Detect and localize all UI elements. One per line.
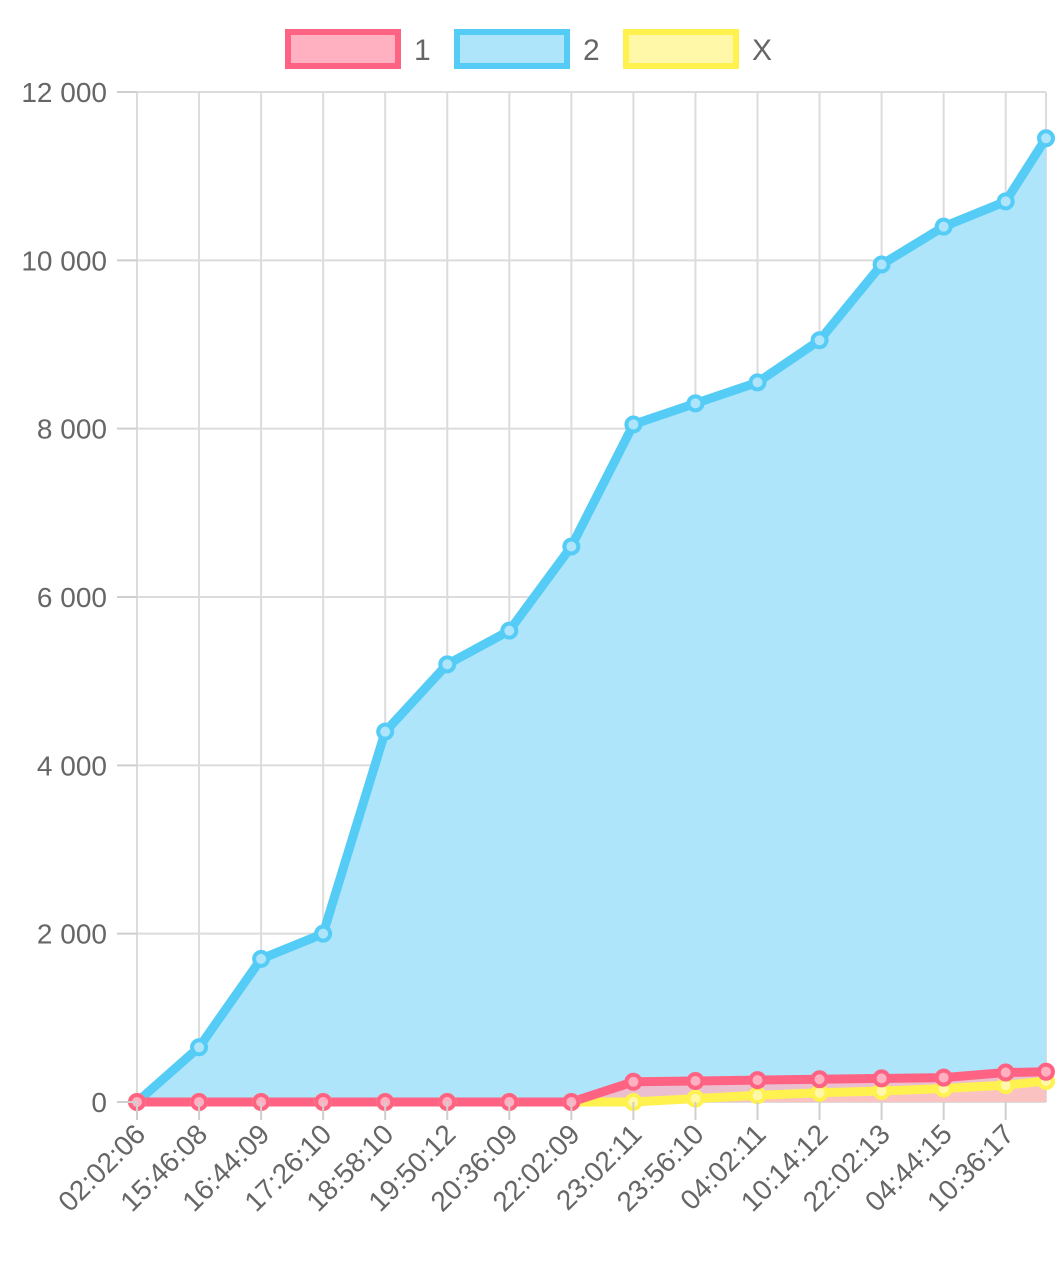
- series-2-point: [996, 192, 1015, 211]
- series-2-point: [500, 621, 519, 640]
- series-2-point: [872, 255, 891, 274]
- series-2-point: [686, 394, 705, 413]
- series-2-point: [810, 331, 829, 350]
- y-tick-label: 0: [91, 1087, 107, 1118]
- series-2-point: [562, 537, 581, 556]
- series-1-point: [624, 1072, 643, 1091]
- series-2-point: [1037, 129, 1055, 148]
- x-axis: 02:02:0615:46:0816:44:0917:26:1018:58:10…: [52, 1102, 1020, 1217]
- series-X-point: [748, 1086, 767, 1105]
- series-2-point: [376, 722, 395, 741]
- series-2-point: [934, 217, 953, 236]
- y-tick-label: 12 000: [21, 77, 107, 108]
- legend-label-2: 2: [583, 34, 600, 67]
- series-1-point: [686, 1071, 705, 1090]
- legend-swatch-2: [454, 29, 570, 69]
- y-tick-label: 4 000: [37, 750, 107, 781]
- legend-label-X: X: [752, 34, 772, 67]
- y-tick-label: 10 000: [21, 245, 107, 276]
- legend-item-1: 1: [285, 29, 431, 69]
- series-2-point: [748, 373, 767, 392]
- series-2-point: [624, 415, 643, 434]
- series-2-area: [137, 138, 1046, 1102]
- y-tick-label: 8 000: [37, 414, 107, 445]
- legend-swatch-1: [285, 29, 401, 69]
- series-1-line: [132, 1067, 1051, 1107]
- series-2-point: [190, 1038, 209, 1057]
- series-points: [128, 129, 1055, 1111]
- y-axis: 0 2 000 4 000 6 000 8 000 10 000 12 000: [21, 77, 137, 1118]
- series-1-point: [872, 1069, 891, 1088]
- legend-label-1: 1: [414, 34, 431, 67]
- series-2-point: [438, 655, 457, 674]
- series-1-point: [810, 1070, 829, 1089]
- series-2-point: [314, 924, 333, 943]
- series-2-point: [252, 949, 271, 968]
- series-1-point: [1037, 1062, 1055, 1081]
- series-1-point: [996, 1063, 1015, 1082]
- series-1-point: [748, 1071, 767, 1090]
- legend-swatch-X: [623, 29, 739, 69]
- legend: 1 2 X: [285, 29, 772, 69]
- series-2-line: [132, 133, 1051, 1107]
- series-1-point: [934, 1068, 953, 1087]
- legend-item-X: X: [623, 29, 772, 69]
- y-tick-label: 2 000: [37, 919, 107, 950]
- series-lines: [132, 133, 1051, 1107]
- legend-item-2: 2: [454, 29, 600, 69]
- y-tick-label: 6 000: [37, 582, 107, 613]
